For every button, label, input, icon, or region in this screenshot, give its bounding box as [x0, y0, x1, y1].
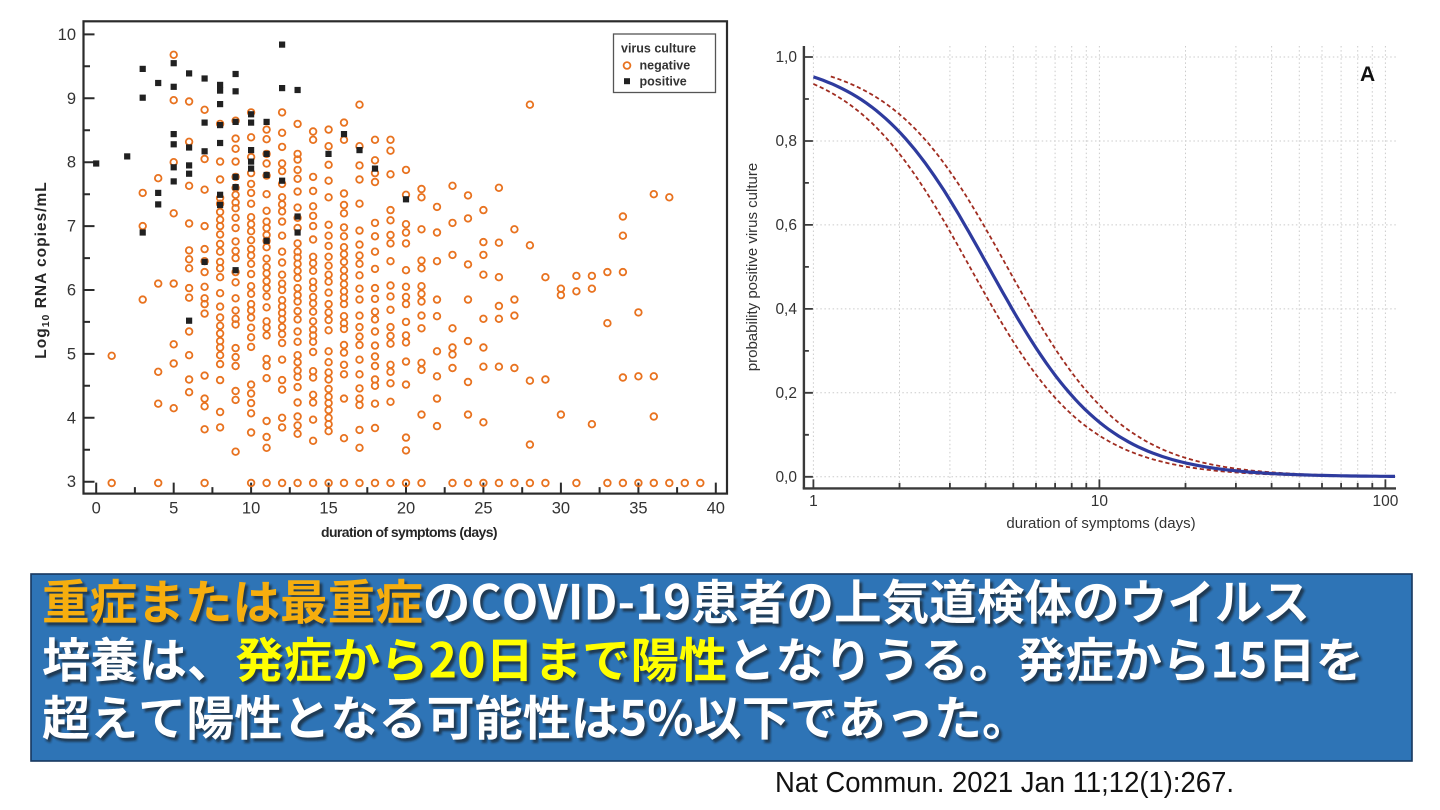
svg-text:duration of symptoms (days): duration of symptoms (days): [321, 524, 497, 540]
svg-text:15: 15: [319, 500, 337, 518]
svg-text:3: 3: [67, 473, 76, 491]
svg-text:1,0: 1,0: [775, 49, 797, 66]
svg-text:7: 7: [67, 218, 76, 236]
svg-text:6: 6: [67, 282, 76, 300]
svg-text:0,0: 0,0: [775, 469, 797, 486]
svg-text:0,6: 0,6: [775, 217, 797, 234]
svg-text:probability positive virus cul: probability positive virus culture: [744, 163, 761, 371]
svg-text:0,8: 0,8: [775, 133, 797, 150]
svg-text:duration of symptoms (days): duration of symptoms (days): [1006, 515, 1195, 532]
svg-text:10: 10: [1091, 493, 1109, 510]
svg-text:5: 5: [169, 500, 178, 518]
svg-text:20: 20: [397, 500, 415, 518]
svg-text:5: 5: [67, 345, 76, 363]
svg-text:25: 25: [474, 500, 492, 518]
svg-text:30: 30: [552, 500, 570, 518]
svg-text:100: 100: [1372, 493, 1398, 510]
svg-text:0,4: 0,4: [775, 301, 797, 318]
svg-text:0: 0: [92, 500, 101, 518]
svg-text:virus culture: virus culture: [621, 42, 696, 56]
svg-text:positive: positive: [640, 75, 687, 89]
svg-text:negative: negative: [640, 59, 691, 73]
svg-text:0,2: 0,2: [775, 385, 797, 402]
svg-text:8: 8: [67, 154, 76, 172]
svg-text:4: 4: [67, 409, 76, 427]
svg-text:1: 1: [809, 493, 818, 510]
svg-text:35: 35: [629, 500, 647, 518]
svg-text:9: 9: [67, 90, 76, 108]
svg-text:10: 10: [242, 500, 260, 518]
svg-text:40: 40: [707, 500, 725, 518]
svg-text:10: 10: [58, 26, 76, 44]
svg-text:Nat Commun. 2021 Jan 11;12(1):: Nat Commun. 2021 Jan 11;12(1):267.: [775, 767, 1234, 799]
svg-text:A: A: [1360, 63, 1375, 86]
svg-text:Log10 RNA copies/mL: Log10 RNA copies/mL: [33, 181, 52, 358]
